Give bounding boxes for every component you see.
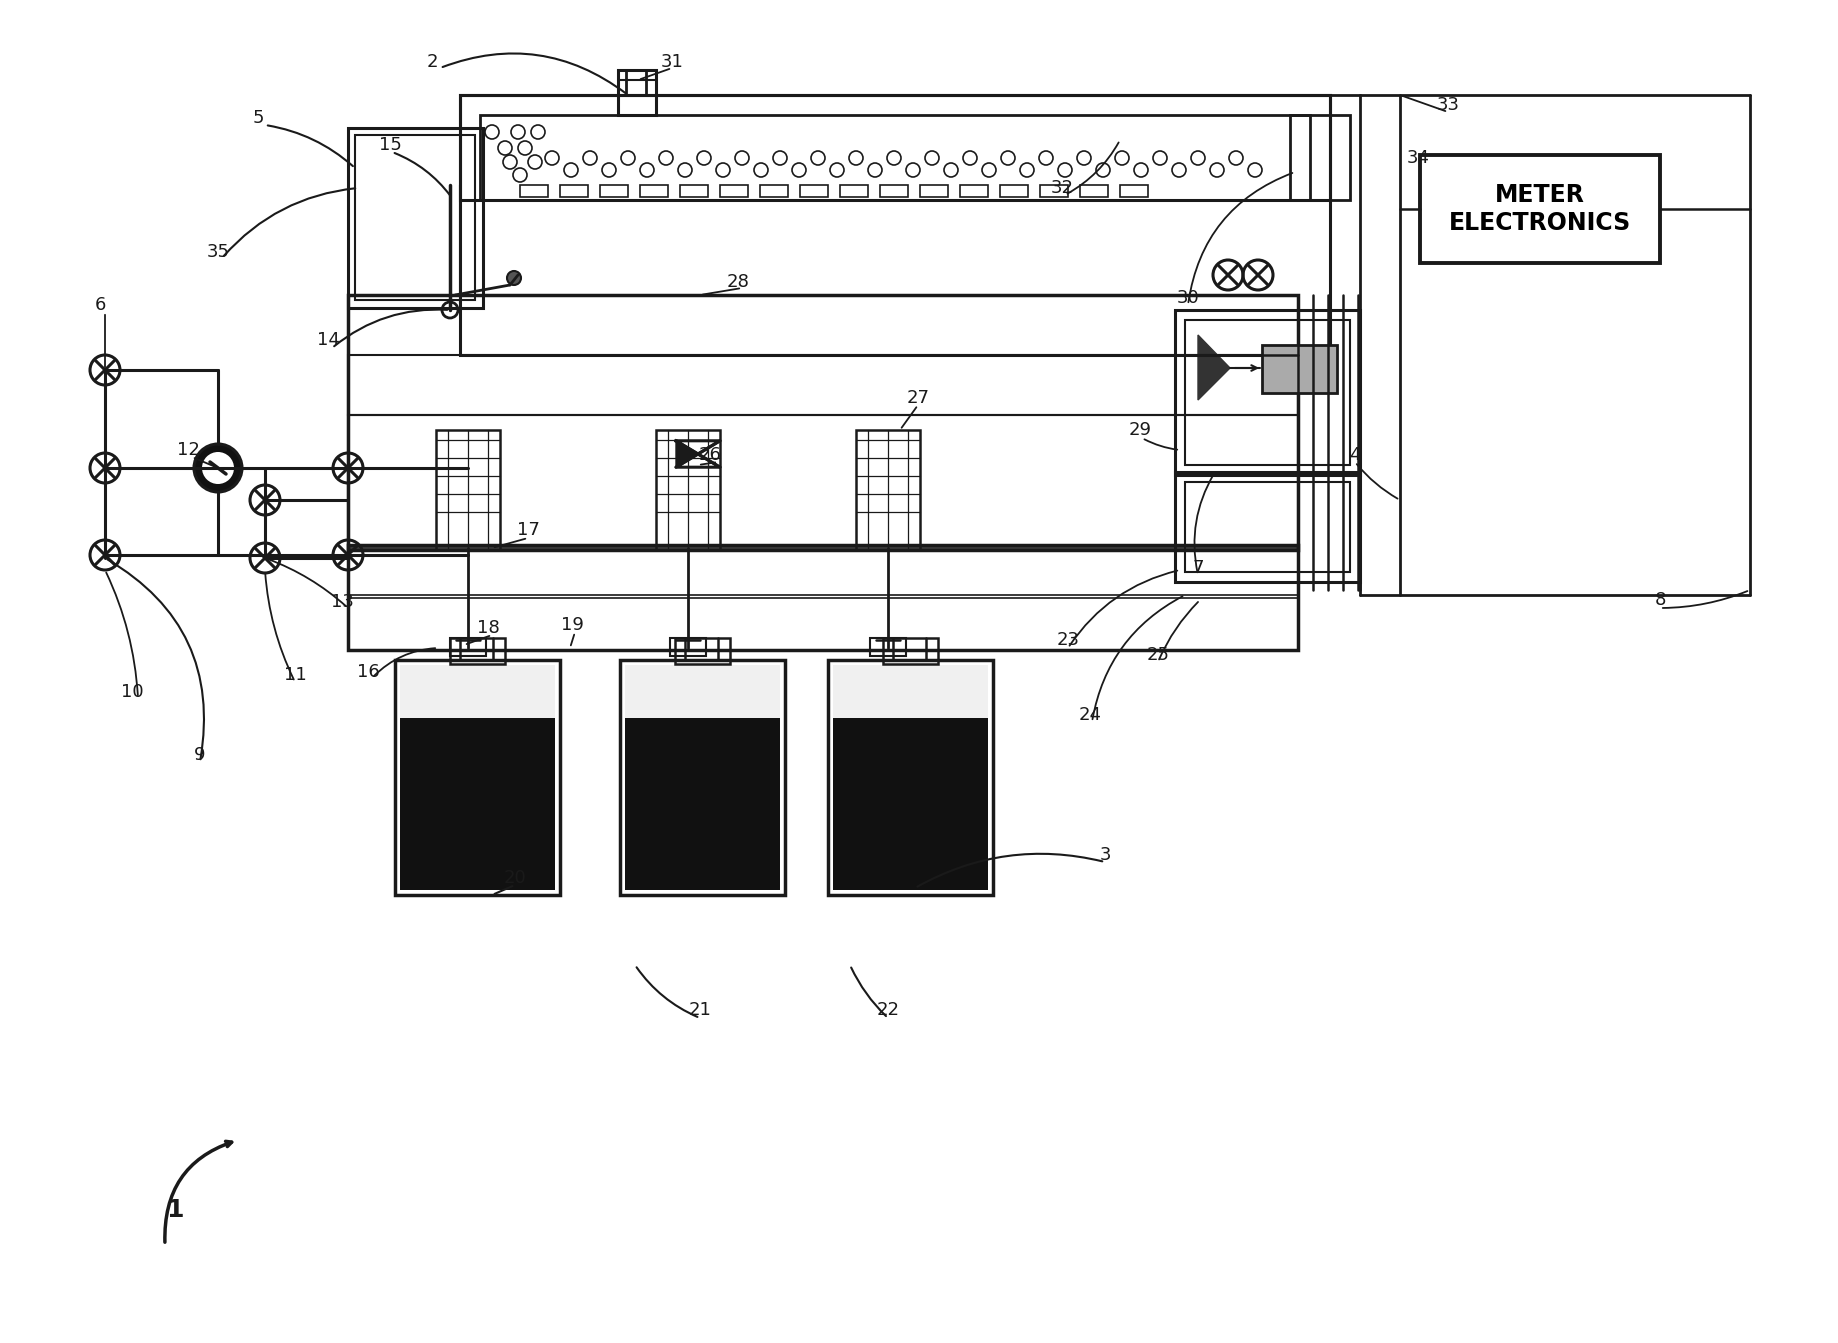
Bar xyxy=(520,185,548,197)
Bar xyxy=(401,719,555,890)
Polygon shape xyxy=(698,441,720,467)
Bar xyxy=(959,185,989,197)
Text: 5: 5 xyxy=(252,109,263,128)
Bar xyxy=(347,595,1298,650)
Bar xyxy=(460,95,1331,200)
Bar xyxy=(619,659,785,894)
Text: 17: 17 xyxy=(516,521,539,539)
Bar xyxy=(347,548,1298,598)
Text: 15: 15 xyxy=(379,136,401,154)
Text: METER
ELECTRONICS: METER ELECTRONICS xyxy=(1448,183,1630,235)
Bar xyxy=(599,185,629,197)
Text: 13: 13 xyxy=(331,594,353,611)
Bar xyxy=(1081,185,1108,197)
Text: 7: 7 xyxy=(1193,559,1204,577)
Bar xyxy=(1290,115,1349,200)
Text: 26: 26 xyxy=(698,446,722,463)
Bar xyxy=(347,545,1298,650)
Bar xyxy=(857,430,921,551)
Text: 11: 11 xyxy=(283,666,307,684)
Text: 27: 27 xyxy=(906,389,930,407)
Bar xyxy=(640,185,667,197)
Bar xyxy=(880,185,908,197)
Bar xyxy=(680,185,708,197)
Bar xyxy=(436,430,500,551)
Bar xyxy=(759,185,789,197)
Bar xyxy=(401,665,555,723)
Text: 18: 18 xyxy=(476,619,500,637)
Text: 33: 33 xyxy=(1437,95,1459,114)
Bar xyxy=(800,185,827,197)
Bar xyxy=(395,659,561,894)
Bar xyxy=(882,638,937,663)
Bar xyxy=(347,415,1298,551)
Text: 14: 14 xyxy=(316,330,340,349)
Bar xyxy=(355,136,474,299)
Bar xyxy=(921,185,948,197)
Bar xyxy=(1040,185,1068,197)
Text: 20: 20 xyxy=(504,869,526,886)
Bar xyxy=(869,638,906,655)
Text: 24: 24 xyxy=(1079,706,1101,724)
Bar xyxy=(618,70,656,115)
Bar xyxy=(1421,154,1660,263)
Bar xyxy=(625,719,779,890)
Bar xyxy=(840,185,868,197)
Bar xyxy=(561,185,588,197)
Text: 28: 28 xyxy=(726,273,750,291)
Bar xyxy=(460,95,1331,355)
Text: 3: 3 xyxy=(1099,846,1110,864)
Bar xyxy=(1186,320,1349,465)
Circle shape xyxy=(507,271,520,285)
Text: 19: 19 xyxy=(561,616,583,634)
Bar xyxy=(480,115,1310,200)
Text: 35: 35 xyxy=(206,243,230,261)
Bar xyxy=(1119,185,1149,197)
Bar xyxy=(347,355,1298,415)
Text: 34: 34 xyxy=(1406,149,1430,167)
Bar xyxy=(833,665,989,723)
Text: 6: 6 xyxy=(94,295,107,314)
Text: 12: 12 xyxy=(176,441,200,459)
Bar xyxy=(450,638,505,663)
Text: 23: 23 xyxy=(1057,631,1079,649)
Bar xyxy=(656,430,720,551)
Text: 1: 1 xyxy=(165,1198,184,1222)
Bar xyxy=(671,638,706,655)
Bar xyxy=(827,659,993,894)
Text: 30: 30 xyxy=(1176,289,1200,308)
Circle shape xyxy=(195,445,243,492)
Bar xyxy=(720,185,748,197)
Bar xyxy=(675,638,730,663)
Bar xyxy=(1186,482,1349,572)
Text: 2: 2 xyxy=(426,52,437,71)
Text: 29: 29 xyxy=(1129,420,1151,439)
Text: 16: 16 xyxy=(357,663,379,681)
Polygon shape xyxy=(1198,334,1230,400)
Text: 4: 4 xyxy=(1349,446,1360,463)
Text: 9: 9 xyxy=(195,745,206,764)
Circle shape xyxy=(202,453,233,483)
Bar xyxy=(625,665,779,723)
Polygon shape xyxy=(676,441,698,467)
Bar xyxy=(833,719,989,890)
Bar xyxy=(1174,310,1360,475)
Bar xyxy=(347,128,483,308)
Bar xyxy=(450,638,485,655)
Text: 8: 8 xyxy=(1654,591,1665,608)
Bar xyxy=(1174,471,1360,582)
Bar xyxy=(347,295,1298,551)
Text: 22: 22 xyxy=(877,1001,899,1019)
Text: 32: 32 xyxy=(1051,179,1073,197)
Bar xyxy=(1000,185,1027,197)
Bar xyxy=(1263,345,1336,393)
Text: 25: 25 xyxy=(1147,646,1169,663)
Text: 31: 31 xyxy=(660,52,684,71)
Text: 21: 21 xyxy=(689,1001,711,1019)
Text: 10: 10 xyxy=(121,684,143,701)
